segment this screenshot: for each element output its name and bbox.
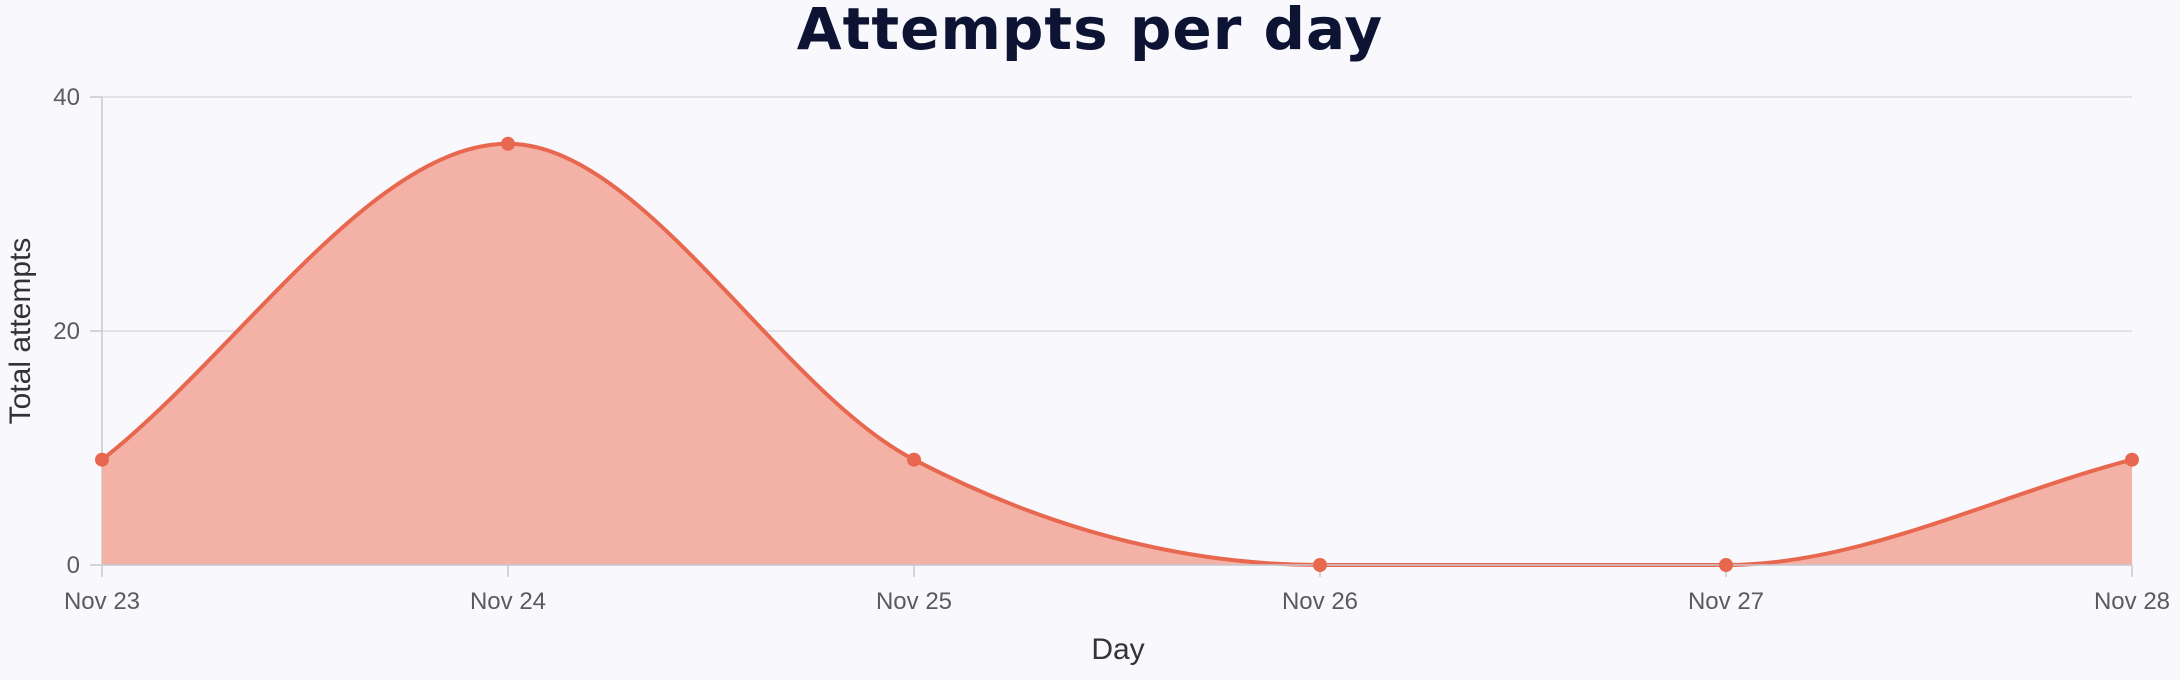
y-tick-label: 40	[53, 84, 80, 111]
x-tick-label: Nov 28	[2094, 588, 2170, 615]
x-axis-title: Day	[1091, 633, 1144, 666]
y-tick-label: 20	[53, 318, 80, 345]
y-axis-title: Total attempts	[4, 238, 37, 425]
data-point	[907, 452, 921, 467]
x-tick-label: Nov 27	[1688, 588, 1764, 615]
data-point	[1719, 558, 1733, 572]
series-line	[100, 141, 2133, 568]
data-point	[2125, 452, 2139, 467]
y-tick-label: 0	[67, 552, 80, 579]
x-tick-label: Nov 23	[64, 588, 140, 615]
series-area-fill	[102, 143, 2132, 566]
data-point	[95, 452, 109, 467]
x-tick-label: Nov 26	[1282, 588, 1358, 615]
data-point	[501, 136, 515, 151]
chart-title: Attempts per day	[796, 0, 1384, 63]
data-point	[1313, 558, 1327, 572]
x-tick-label: Nov 25	[876, 588, 952, 615]
x-tick-label: Nov 24	[470, 588, 546, 615]
